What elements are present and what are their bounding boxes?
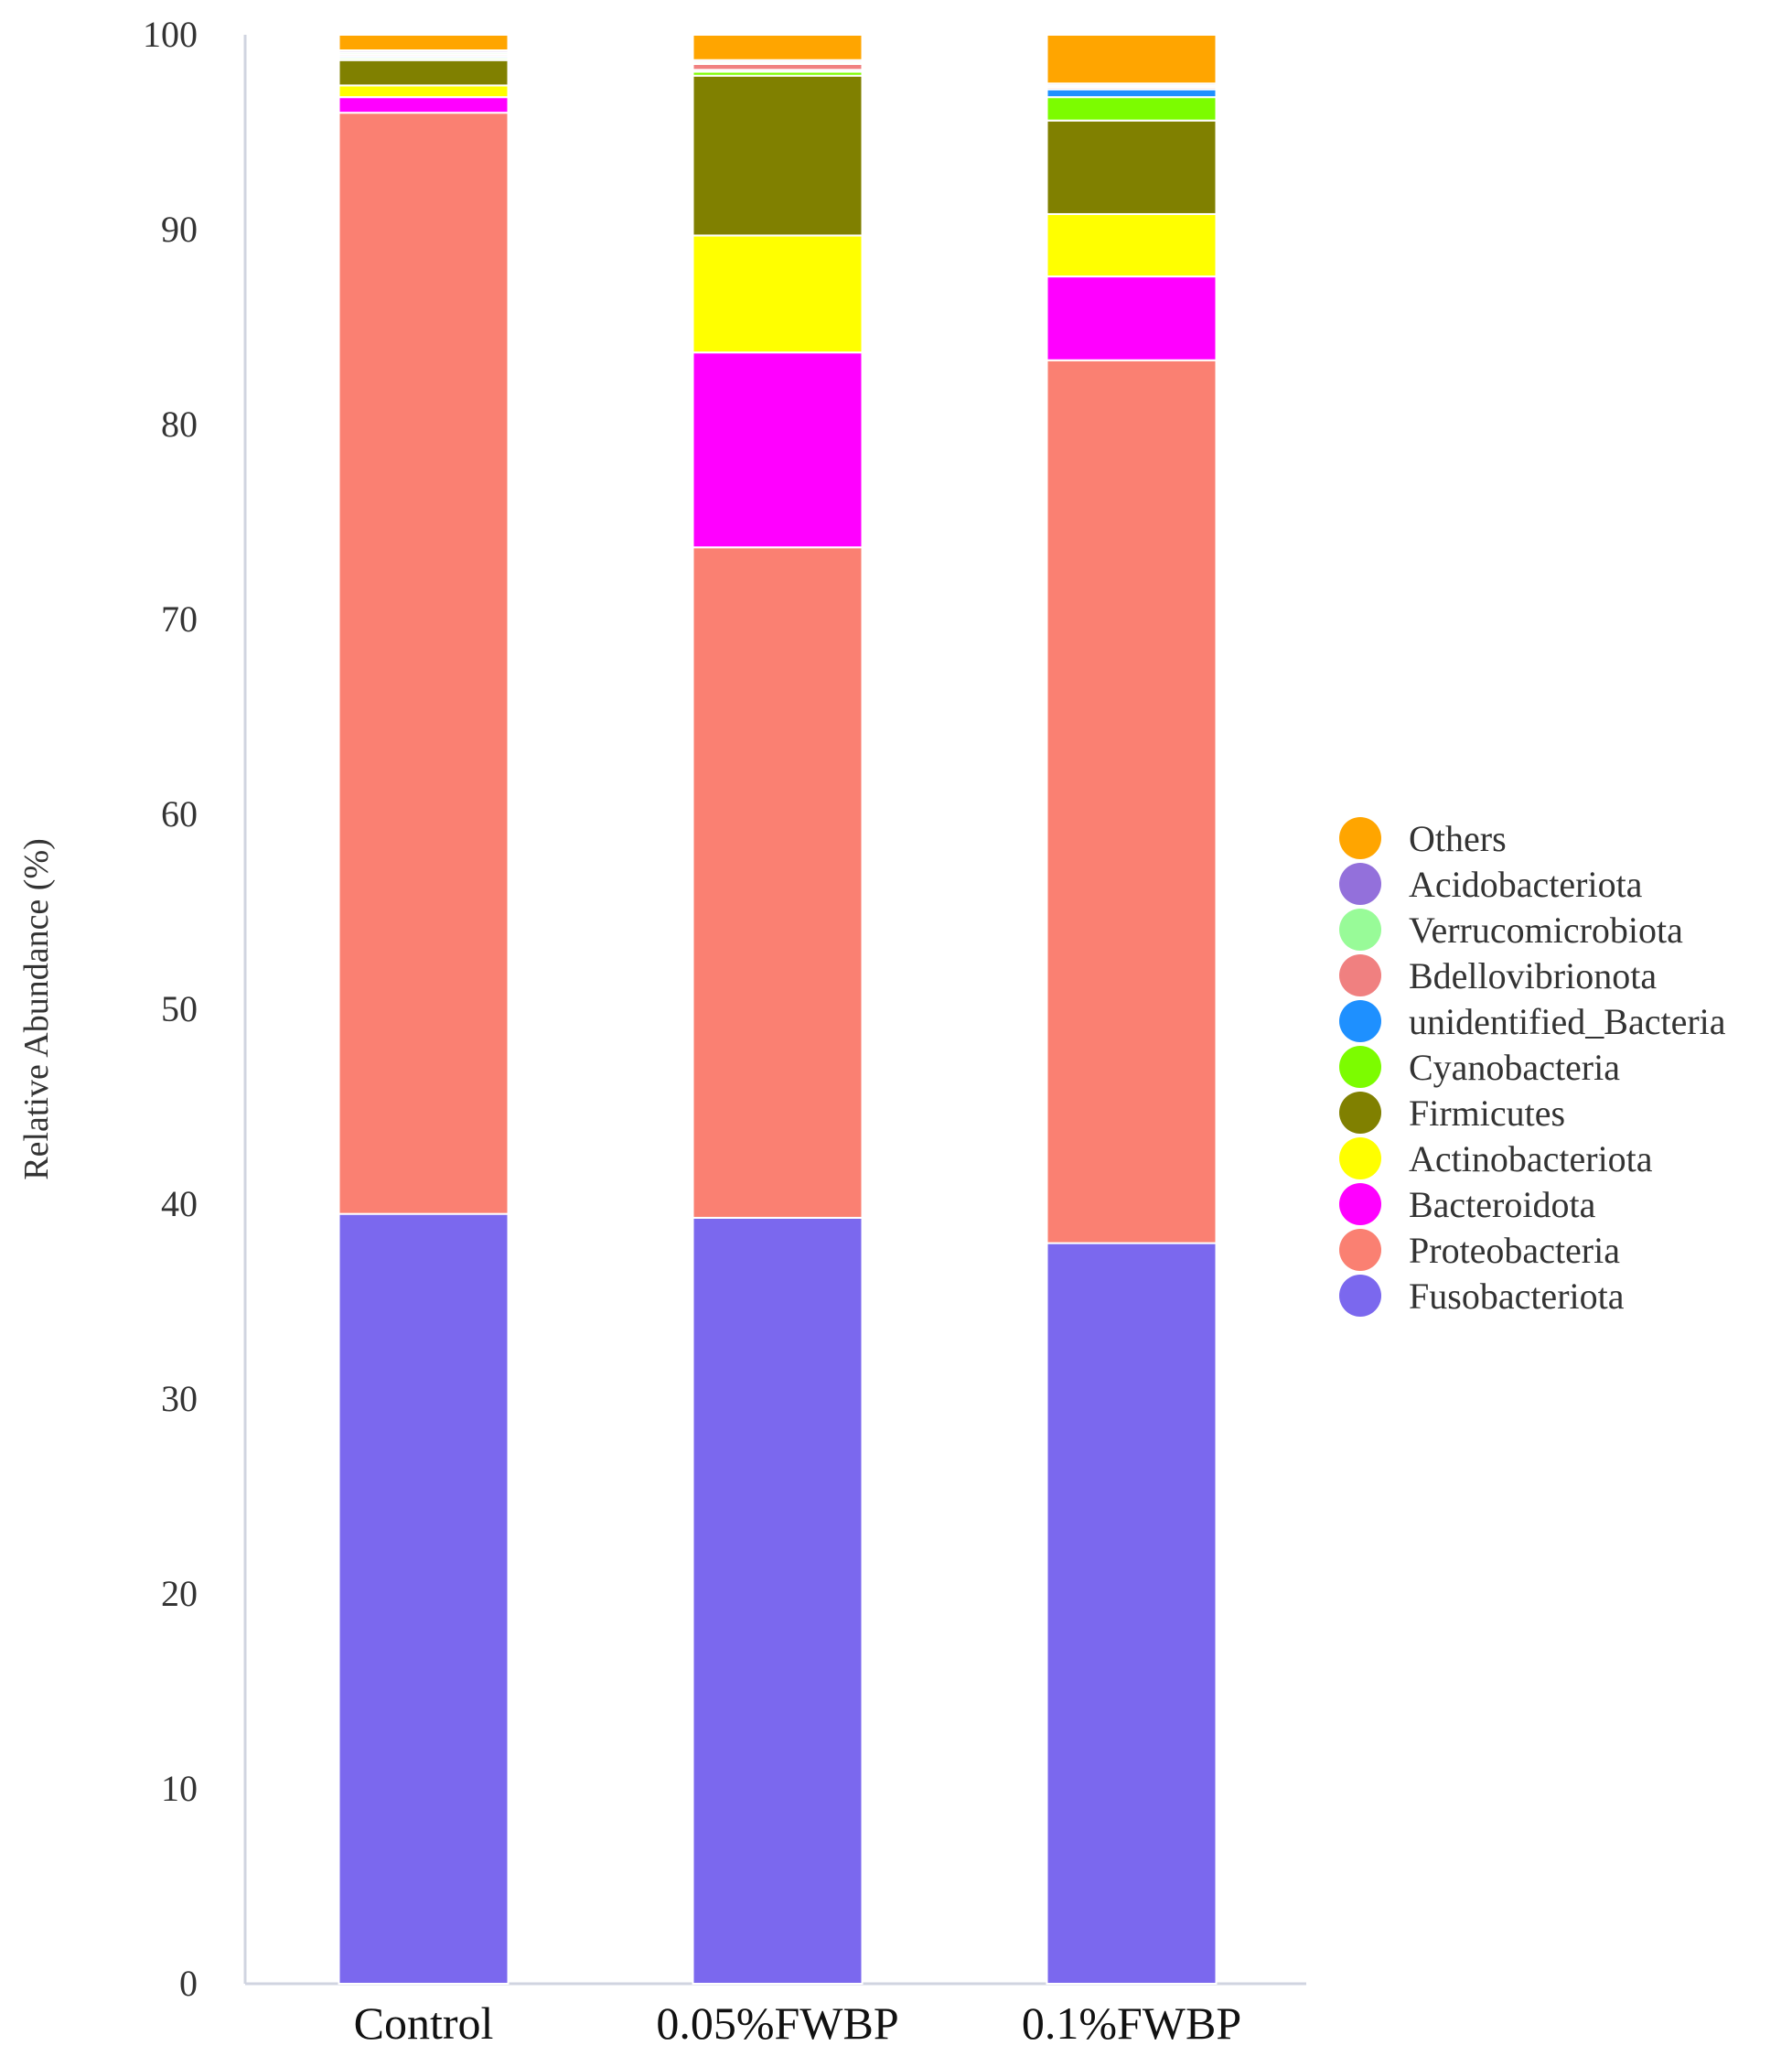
category-label: 0.05%FWBP [656, 1997, 898, 2049]
legend-item: Bdellovibrionota [1339, 954, 1657, 996]
y-tick-label: 20 [161, 1573, 198, 1614]
y-tick-label: 80 [161, 404, 198, 445]
legend-item: Cyanobacteria [1339, 1046, 1620, 1088]
legend-label: unidentified_Bacteria [1409, 1001, 1726, 1042]
bar-segment [338, 84, 510, 99]
legend-label: Cyanobacteria [1409, 1047, 1620, 1088]
bar-segment [338, 34, 510, 52]
y-tick-label: 40 [161, 1183, 198, 1224]
legend-swatch [1339, 1275, 1381, 1317]
y-tick-label: 0 [179, 1963, 198, 2004]
legend-swatch [1339, 1229, 1381, 1271]
y-tick-label: 100 [143, 14, 198, 55]
bar-stack [1046, 34, 1218, 1985]
category-labels: Control 0.05%FWBP 0.1%FWBP [354, 1997, 1242, 2049]
bar-segment [338, 59, 510, 87]
y-tick-label: 10 [161, 1768, 198, 1809]
legend-item: Bacteroidota [1339, 1183, 1596, 1225]
y-tick-label: 50 [161, 988, 198, 1029]
bar-segment [692, 234, 864, 354]
legend-swatch [1339, 1183, 1381, 1225]
bar-segment [1046, 119, 1218, 215]
y-axis-title: Relative Abundance (%) [17, 838, 56, 1180]
legend-swatch [1339, 1092, 1381, 1134]
legend-swatch [1339, 817, 1381, 859]
legend-label: Bacteroidota [1409, 1184, 1596, 1225]
legend-swatch [1339, 1046, 1381, 1088]
legend-swatch [1339, 909, 1381, 951]
legend-label: Proteobacteria [1409, 1230, 1620, 1271]
legend-swatch [1339, 1000, 1381, 1042]
legend: Others Acidobacteriota VerrucomicrobiotaBd… [1339, 817, 1726, 1317]
bar-segment [1046, 34, 1218, 85]
y-tick-label: 70 [161, 598, 198, 640]
bar-segment [1046, 212, 1218, 278]
category-label: 0.1%FWBP [1022, 1997, 1241, 2049]
bar-segment [338, 112, 510, 1215]
legend-item: unidentified_Bacteria [1339, 1000, 1726, 1042]
legend-label: Others [1409, 818, 1507, 859]
bar-segment [692, 546, 864, 1219]
legend-label: Verrucomicrobiota [1409, 910, 1683, 951]
bar-segment [692, 74, 864, 237]
y-tick-label: 60 [161, 793, 198, 834]
legend-item: Others [1339, 817, 1507, 859]
y-tick-label: 90 [161, 209, 198, 250]
category-label: Control [354, 1997, 494, 2049]
legend-item: Proteobacteria [1339, 1229, 1620, 1271]
bars [338, 34, 1218, 1986]
legend-swatch [1339, 1137, 1381, 1179]
bar-segment [692, 34, 864, 61]
bar-segment [1046, 96, 1218, 122]
legend-item: Firmicutes [1339, 1092, 1565, 1134]
legend-item: Fusobacteriota [1339, 1275, 1625, 1317]
bar-segment [1046, 1242, 1218, 1985]
bar-segment [1046, 359, 1218, 1244]
bar-segment [338, 1212, 510, 1985]
bar-segment [1046, 275, 1218, 361]
legend-label: Fusobacteriota [1409, 1276, 1625, 1317]
bar-segment [692, 351, 864, 549]
bar-stack [338, 34, 510, 1985]
legend-swatch [1339, 954, 1381, 996]
legend-label: Actinobacteriota [1409, 1138, 1653, 1179]
y-tick-labels: 0 10 20 30 40 50 60 70 80 90 100 [143, 14, 198, 2004]
bar-stack [692, 34, 864, 1986]
legend-item: Acidobacteriota [1339, 863, 1643, 905]
legend-label: Bdellovibrionota [1409, 955, 1657, 996]
bar-segment [338, 96, 510, 114]
bar-segment [692, 1216, 864, 1986]
bar-segment [1046, 88, 1218, 99]
legend-label: Acidobacteriota [1409, 864, 1643, 905]
legend-item: Actinobacteriota [1339, 1137, 1653, 1179]
legend-swatch [1339, 863, 1381, 905]
y-tick-label: 30 [161, 1378, 198, 1419]
legend-label: Firmicutes [1409, 1093, 1565, 1134]
legend-item: Verrucomicrobiota [1339, 909, 1683, 951]
